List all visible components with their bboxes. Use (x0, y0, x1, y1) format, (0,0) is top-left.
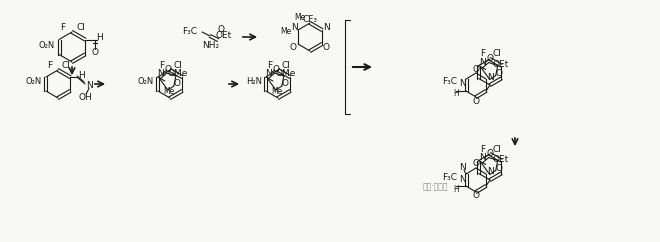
Text: H: H (78, 70, 84, 80)
Text: 众号·李桃明: 众号·李桃明 (422, 182, 447, 191)
Text: F₃C: F₃C (442, 77, 457, 86)
Text: OEt: OEt (216, 31, 232, 40)
Text: O: O (164, 65, 172, 74)
Text: Cl: Cl (282, 60, 290, 69)
Text: F: F (48, 60, 53, 69)
Text: Cl: Cl (492, 50, 502, 59)
Text: O: O (486, 149, 493, 158)
Text: F₃C: F₃C (442, 173, 457, 182)
Text: O: O (495, 69, 502, 78)
Text: N: N (486, 167, 494, 176)
Text: O₂N: O₂N (39, 40, 55, 50)
Text: N: N (459, 164, 465, 173)
Text: O: O (473, 65, 480, 74)
Text: N: N (158, 68, 164, 77)
Text: O: O (273, 65, 279, 74)
Text: F: F (160, 60, 164, 69)
Text: O: O (281, 80, 288, 89)
Text: F: F (480, 50, 486, 59)
Text: OEt: OEt (492, 60, 509, 69)
Text: Me: Me (294, 13, 306, 22)
Text: OH: OH (79, 93, 92, 103)
Text: N: N (265, 68, 273, 77)
Text: Me: Me (163, 86, 174, 96)
Text: O: O (473, 159, 480, 168)
Text: Cl: Cl (77, 23, 85, 31)
Text: Me: Me (271, 86, 282, 96)
Text: O: O (323, 43, 329, 52)
Text: F: F (267, 60, 273, 69)
Text: H: H (96, 33, 104, 42)
Text: O₂N: O₂N (138, 76, 154, 85)
Text: Cl: Cl (61, 60, 71, 69)
Text: OMe: OMe (168, 68, 188, 77)
Text: O: O (290, 43, 296, 52)
Text: O: O (495, 164, 502, 173)
Text: N: N (323, 23, 329, 32)
Text: Me: Me (280, 27, 292, 36)
Text: H: H (453, 184, 459, 194)
Text: N: N (479, 58, 486, 67)
Text: N: N (459, 174, 465, 183)
Text: O: O (92, 48, 98, 57)
Text: N: N (486, 73, 494, 82)
Text: OMe: OMe (276, 68, 296, 77)
Text: Cl: Cl (174, 60, 182, 69)
Text: O₂N: O₂N (26, 77, 42, 86)
Text: Cl: Cl (492, 144, 502, 153)
Text: F: F (61, 23, 65, 31)
Text: F₃C: F₃C (183, 28, 197, 37)
Text: O: O (218, 25, 224, 35)
Text: N: N (86, 81, 92, 90)
Text: F: F (480, 144, 486, 153)
Text: N: N (479, 153, 486, 162)
Text: O: O (486, 54, 493, 63)
Text: N: N (290, 23, 298, 32)
Text: H₂N: H₂N (246, 76, 262, 85)
Text: O: O (473, 191, 480, 201)
Text: O: O (174, 80, 180, 89)
Text: NH₂: NH₂ (203, 41, 220, 51)
Text: N: N (459, 80, 465, 89)
Text: H: H (453, 90, 459, 98)
Text: O: O (473, 97, 480, 106)
Text: OEt: OEt (492, 155, 509, 164)
Text: CF₃: CF₃ (302, 15, 317, 23)
